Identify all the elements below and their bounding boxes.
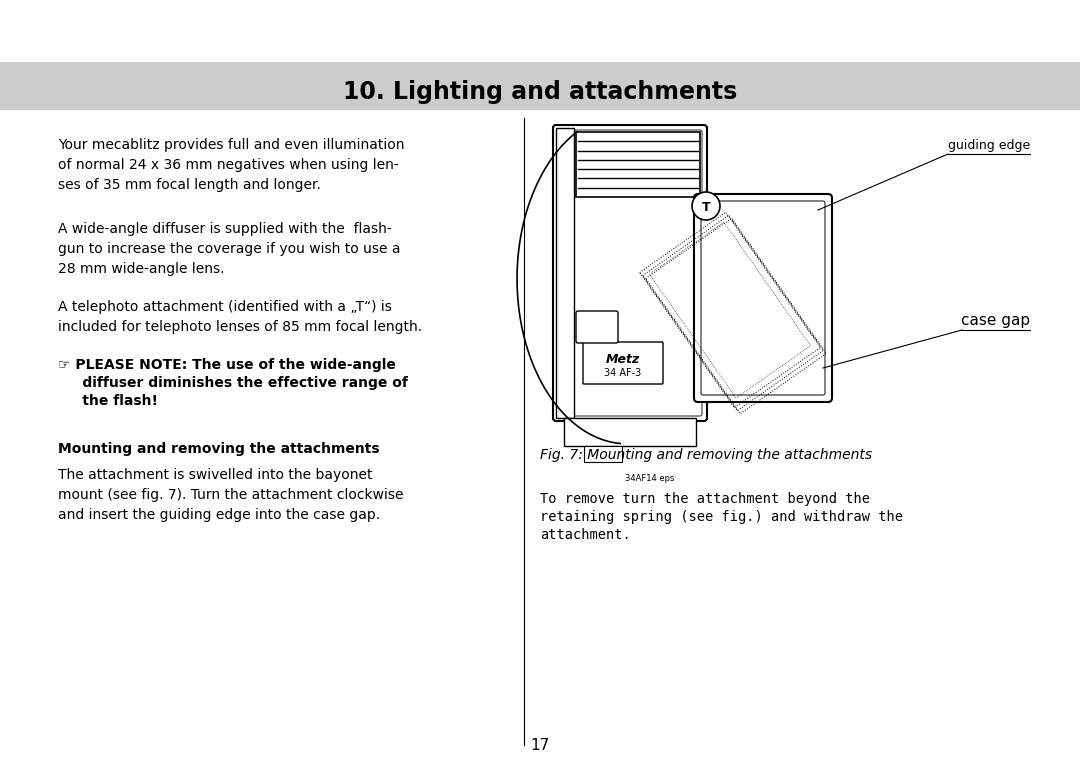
Text: Fig. 7: Mounting and removing the attachments: Fig. 7: Mounting and removing the attach…: [540, 448, 873, 462]
Bar: [564, 418, 696, 446]
Text: To remove turn the attachment beyond the: To remove turn the attachment beyond the: [540, 492, 870, 506]
Text: Mounting and removing the attachments: Mounting and removing the attachments: [58, 442, 380, 456]
Text: retaining spring (see fig.) and withdraw the: retaining spring (see fig.) and withdraw…: [540, 510, 903, 524]
FancyBboxPatch shape: [583, 342, 663, 384]
Bar: [556, 128, 573, 418]
Bar: [584, 446, 622, 462]
FancyBboxPatch shape: [694, 194, 832, 402]
Circle shape: [692, 192, 720, 220]
Text: A wide-angle diffuser is supplied with the  flash-
gun to increase the coverage : A wide-angle diffuser is supplied with t…: [58, 222, 401, 276]
Text: The attachment is swivelled into the bayonet
mount (see fig. 7). Turn the attach: The attachment is swivelled into the bay…: [58, 468, 404, 522]
Text: A telephoto attachment (identified with a „T“) is
included for telephoto lenses : A telephoto attachment (identified with …: [58, 300, 422, 334]
Text: Metz: Metz: [606, 353, 640, 366]
FancyBboxPatch shape: [553, 125, 707, 421]
Text: ☞ PLEASE NOTE: The use of the wide-angle: ☞ PLEASE NOTE: The use of the wide-angle: [58, 358, 396, 372]
FancyBboxPatch shape: [701, 201, 825, 395]
Text: T: T: [702, 200, 711, 213]
Bar: [576, 132, 700, 197]
Text: 10. Lighting and attachments: 10. Lighting and attachments: [342, 80, 738, 104]
FancyBboxPatch shape: [576, 311, 618, 343]
Text: 34AF14 eps: 34AF14 eps: [625, 474, 675, 483]
Text: the flash!: the flash!: [58, 394, 158, 408]
Text: diffuser diminishes the effective range of: diffuser diminishes the effective range …: [58, 376, 408, 390]
Text: case gap: case gap: [961, 313, 1030, 328]
Text: attachment.: attachment.: [540, 528, 631, 542]
Text: 34 AF-3: 34 AF-3: [605, 368, 642, 378]
Text: 17: 17: [530, 737, 550, 753]
Text: Your mecablitz provides full and even illumination
of normal 24 x 36 mm negative: Your mecablitz provides full and even il…: [58, 138, 405, 192]
Text: guiding edge: guiding edge: [948, 139, 1030, 152]
Bar: [0, 62, 1080, 110]
